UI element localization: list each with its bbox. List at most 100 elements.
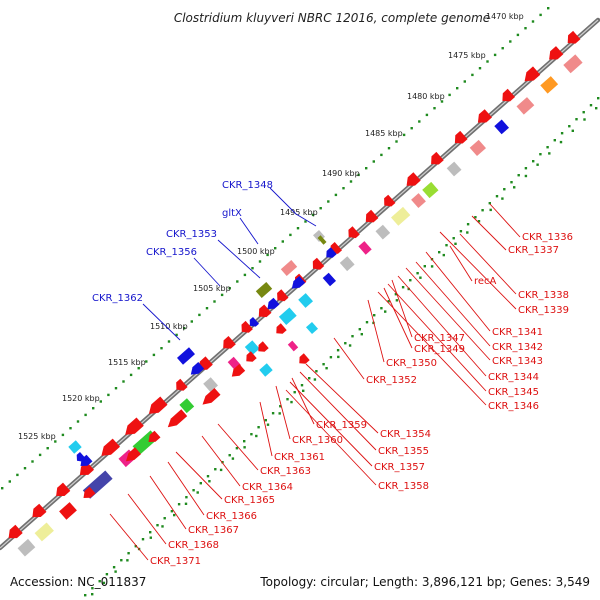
gene-label-lower: CKR_1349 xyxy=(414,344,465,355)
scale-dot xyxy=(325,367,328,370)
gene-arrow xyxy=(358,241,372,255)
scale-dot xyxy=(289,233,292,237)
scale-dot xyxy=(23,467,27,470)
leader-line xyxy=(175,451,223,500)
gene-arrow xyxy=(177,347,195,365)
scale-label: 1515 kbp xyxy=(108,358,146,367)
gene-features xyxy=(8,30,583,557)
scale-dot xyxy=(517,174,520,177)
scale-dot xyxy=(448,93,451,97)
gene-arrow xyxy=(540,76,559,94)
scale-dot xyxy=(129,373,133,377)
scale-dot xyxy=(170,510,174,513)
scale-dot xyxy=(122,380,125,383)
scale-label: 1475 kbp xyxy=(448,51,486,60)
gene-arrow xyxy=(258,304,272,318)
scale-dot xyxy=(477,220,481,223)
scale-dot xyxy=(348,344,352,347)
gene-arrow xyxy=(567,30,581,44)
leader-line xyxy=(289,381,373,467)
scale-dot xyxy=(31,460,34,463)
scale-dot xyxy=(419,276,422,279)
scale-dot xyxy=(360,333,363,336)
gene-arrow xyxy=(179,398,195,414)
scale-dot xyxy=(315,370,318,373)
scale-dot xyxy=(387,147,391,150)
scale-dot xyxy=(221,461,224,464)
scale-dot xyxy=(418,120,421,123)
scale-dot xyxy=(531,20,535,23)
scale-dot xyxy=(327,200,330,203)
scale-dot xyxy=(184,502,188,505)
scale-dot xyxy=(145,360,148,363)
gene-label-lower: CKR_1371 xyxy=(150,556,201,567)
scale-dot xyxy=(349,180,353,183)
gene-arrow xyxy=(276,323,287,334)
leader-line xyxy=(425,251,491,332)
leader-line xyxy=(333,337,365,380)
gene-arrow xyxy=(431,151,444,165)
scale-dot xyxy=(173,513,176,517)
scale-dot xyxy=(582,111,585,114)
scale-label: 1520 kbp xyxy=(62,394,100,403)
scale-dot xyxy=(208,480,211,483)
gene-arrow xyxy=(502,88,515,102)
scale-dot xyxy=(380,153,383,157)
scale-dot xyxy=(278,412,281,415)
gene-arrow xyxy=(198,356,213,370)
leader-line xyxy=(167,461,205,516)
leader-line xyxy=(449,245,473,282)
gene-arrow xyxy=(259,363,273,377)
scale-label: 1525 kbp xyxy=(18,432,56,441)
scale-dot xyxy=(127,552,130,555)
scale-dot xyxy=(548,152,551,155)
gene-label-lower: CKR_1357 xyxy=(374,462,425,473)
leader-line xyxy=(367,299,385,363)
gene-arrow xyxy=(244,340,260,356)
gene-label-lower: CKR_1337 xyxy=(508,245,559,256)
gene-arrow xyxy=(477,109,492,123)
gene-label-lower: CKR_1338 xyxy=(518,290,569,301)
leader-line xyxy=(239,217,259,245)
gene-arrow xyxy=(422,181,439,199)
scale-dot xyxy=(214,468,217,471)
scale-dot xyxy=(183,327,186,330)
scale-dot xyxy=(445,244,448,247)
scale-dot xyxy=(456,87,459,90)
gene-arrow xyxy=(32,503,47,518)
gene-arrow xyxy=(241,320,253,333)
scale-dot xyxy=(440,100,444,103)
scale-dot xyxy=(156,524,159,527)
scale-dot xyxy=(319,207,322,210)
gene-arrow xyxy=(516,97,535,115)
leader-lines xyxy=(109,187,521,561)
leader-line xyxy=(405,267,491,361)
scale-dot xyxy=(510,181,513,184)
gene-arrow xyxy=(125,417,144,435)
scale-dot xyxy=(344,342,347,345)
gene-arrow xyxy=(306,322,318,334)
leader-line xyxy=(201,435,241,487)
scale-dot xyxy=(478,67,482,70)
scale-dot xyxy=(425,113,429,117)
scale-dot xyxy=(279,405,282,408)
scale-dot xyxy=(92,407,95,410)
scale-dot xyxy=(84,594,87,597)
scale-dot xyxy=(454,242,457,245)
scale-label: 1470 kbp xyxy=(486,12,524,21)
scale-dot xyxy=(488,202,491,205)
scale-dot xyxy=(38,453,42,457)
leader-line xyxy=(305,363,379,434)
scale-dot xyxy=(532,160,535,163)
scale-label: 1490 kbp xyxy=(322,169,360,178)
scale-dot xyxy=(231,457,235,460)
scale-dot xyxy=(8,480,11,483)
scale-dot xyxy=(134,545,137,548)
gene-arrow xyxy=(391,206,411,226)
scale-dot xyxy=(394,293,398,296)
gene-label-lower: recA xyxy=(474,276,497,287)
gene-arrow xyxy=(101,438,120,456)
leader-line xyxy=(397,275,487,377)
gene-arrow xyxy=(287,340,299,352)
scale-dot xyxy=(236,280,239,283)
